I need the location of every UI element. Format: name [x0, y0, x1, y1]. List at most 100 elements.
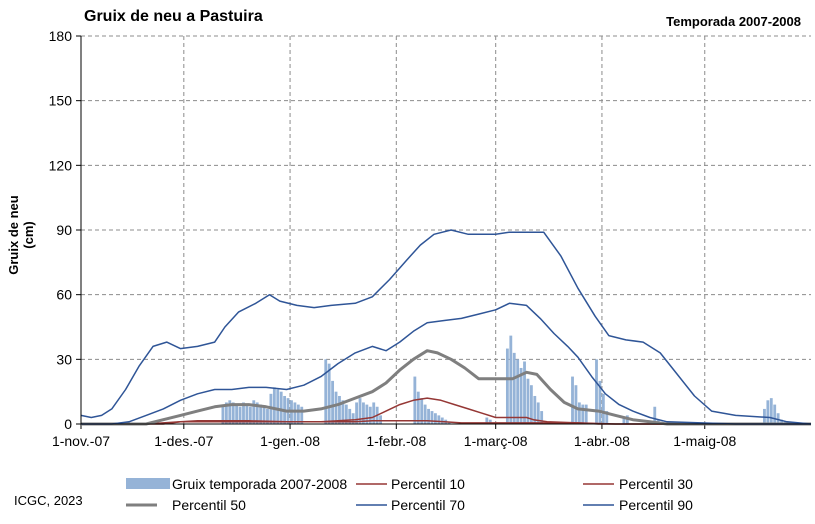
snow-depth-bar	[228, 400, 232, 424]
y-tick-label: 60	[56, 287, 72, 303]
snow-depth-bar	[362, 402, 365, 424]
legend-label: Percentil 10	[391, 476, 465, 492]
snow-depth-bar	[574, 385, 578, 424]
snow-depth-bar	[248, 406, 252, 424]
snow-depth-bar	[242, 402, 245, 424]
series-line-percentil-30	[81, 397, 811, 425]
snow-depth-bar	[351, 413, 355, 424]
snow-depth-bar	[577, 402, 581, 424]
snow-depth-bar	[512, 352, 516, 424]
snow-depth-bar	[334, 391, 338, 424]
chart-subtitle: Temporada 2007-2008	[666, 14, 801, 29]
snow-depth-bar	[358, 398, 362, 424]
snow-depth-bar	[331, 380, 335, 424]
snow-depth-bar	[505, 348, 509, 424]
snow-depth-bar	[420, 398, 424, 424]
snow-depth-bar	[653, 406, 657, 424]
snow-depth-bar	[622, 417, 626, 424]
snow-depth-bar	[427, 408, 430, 424]
x-tick-label: 1-des.-07	[154, 433, 213, 449]
snow-depth-bar	[372, 402, 376, 424]
snow-depth-bar	[447, 421, 451, 424]
x-tick-label: 1-març-08	[464, 433, 528, 449]
y-tick-label: 180	[49, 28, 73, 44]
snow-depth-bar	[605, 411, 609, 424]
x-tick-label: 1-febr.-08	[366, 433, 426, 449]
y-tick-label: 90	[56, 222, 72, 238]
snow-depth-bar	[365, 404, 369, 424]
snow-depth-bar	[235, 404, 239, 424]
snow-depth-bar	[571, 376, 574, 424]
snow-depth-bar	[780, 419, 783, 424]
snow-depth-bar	[581, 404, 585, 424]
legend-label: Percentil 90	[619, 497, 693, 513]
snow-depth-bar	[485, 417, 489, 424]
snow-depth-bar	[272, 387, 276, 424]
snow-depth-bar	[259, 404, 263, 424]
snow-depth-bar	[416, 391, 420, 424]
snow-depth-bar	[224, 402, 228, 424]
series-line-percentil-70	[81, 302, 811, 425]
snow-depth-bar	[523, 361, 526, 424]
x-tick-label: 1-maig-08	[673, 433, 736, 449]
snow-depth-bar	[327, 363, 331, 424]
x-tick-label: 1-abr.-08	[574, 433, 630, 449]
y-tick-label: 120	[49, 157, 73, 173]
snow-depth-bar	[516, 359, 520, 424]
snow-depth-bar	[355, 402, 359, 424]
legend-label: Percentil 70	[391, 497, 465, 513]
legend-label: Percentil 50	[172, 497, 246, 513]
snow-depth-bar	[324, 359, 328, 424]
snow-depth-bar	[245, 404, 249, 424]
snow-depth-bar	[526, 378, 530, 424]
x-tick-label: 1-nov.-07	[52, 433, 110, 449]
snow-depth-bar	[293, 402, 297, 424]
snow-depth-bar	[540, 411, 544, 424]
snow-depth-bar	[766, 400, 770, 424]
snow-depth-bar	[595, 359, 598, 424]
snow-depth-bar	[238, 406, 242, 424]
snow-depth-bar	[341, 400, 345, 424]
snow-depth-bar	[533, 395, 537, 424]
snow-depth-bar	[344, 404, 348, 424]
y-tick-label: 0	[64, 416, 72, 432]
snow-depth-bar	[601, 393, 605, 424]
snow-depth-bar	[488, 419, 492, 424]
snow-depth-bar	[423, 404, 427, 424]
snow-depth-bar	[338, 395, 341, 424]
snow-depth-bar	[231, 402, 235, 424]
x-tick-label: 1-gen.-08	[260, 433, 320, 449]
snow-depth-bar	[584, 404, 588, 424]
snow-depth-bar	[348, 408, 352, 424]
snow-depth-bar	[440, 417, 444, 424]
snow-depth-bar	[598, 380, 602, 424]
snow-depth-bar	[430, 411, 434, 424]
snow-depth-bar	[379, 415, 382, 424]
snow-depth-bar	[773, 404, 777, 424]
snow-depth-bar	[276, 389, 280, 424]
credit: ICGC, 2023	[14, 493, 83, 508]
snow-depth-bar	[221, 406, 225, 424]
snow-depth-bar	[300, 406, 304, 424]
legend-label: Percentil 30	[619, 476, 693, 492]
snow-depth-bar	[252, 400, 256, 424]
legend-label: Gruix temporada 2007-2008	[172, 476, 347, 492]
y-tick-label: 150	[49, 93, 73, 109]
series-line-percentil-90	[80, 229, 812, 425]
snow-depth-bar	[776, 413, 780, 424]
snow-depth-bar	[255, 402, 259, 424]
snow-depth-bar	[519, 367, 523, 424]
snow-depth-bar	[266, 408, 269, 424]
snow-depth-bar	[296, 404, 300, 424]
snow-depth-bar	[434, 413, 437, 424]
snow-depth-bar	[769, 398, 773, 424]
snow-depth-bar	[529, 385, 533, 424]
snow-depth-bar	[262, 406, 266, 424]
chart-title: Gruix de neu a Pastuira	[84, 8, 263, 25]
snow-depth-bar	[279, 391, 283, 424]
series-line-percentil-50	[81, 349, 811, 426]
snow-depth-bar	[368, 406, 372, 424]
y-tick-label: 30	[56, 351, 72, 367]
